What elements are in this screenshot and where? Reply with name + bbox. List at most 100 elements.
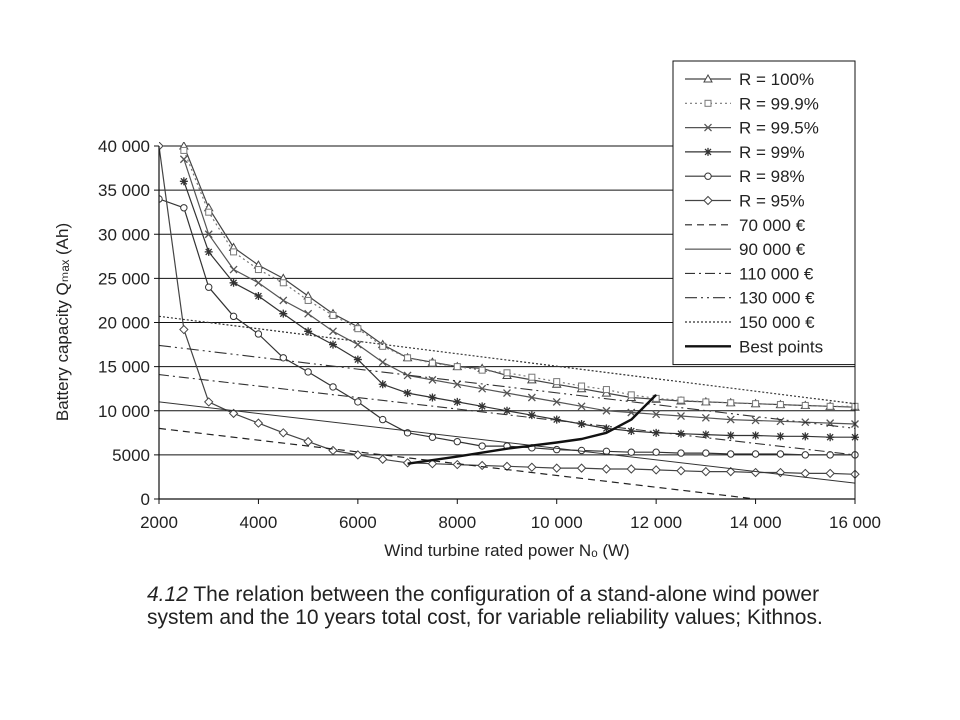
legend-label: 70 000 € (739, 216, 806, 235)
y-axis-title: Battery capacity Qₘₐₓ (Ah) (53, 223, 72, 421)
legend-item: R = 98% (685, 167, 805, 186)
y-tick-label: 5000 (112, 446, 150, 465)
data-point (254, 330, 263, 338)
x-tick-label: 2000 (140, 513, 178, 532)
x-tick-label: 14 000 (730, 513, 782, 532)
data-point (677, 396, 685, 404)
series-line (159, 374, 856, 456)
figure-caption: 4.12 The relation between the configurat… (147, 583, 867, 629)
series-line (159, 315, 856, 405)
data-point (726, 415, 735, 424)
data-point (652, 448, 660, 456)
data-point (279, 296, 288, 305)
data-point (427, 458, 438, 469)
y-tick-label: 35 000 (98, 181, 150, 200)
legend-label: R = 100% (739, 70, 814, 89)
x-tick-label: 10 000 (531, 513, 583, 532)
data-point (751, 416, 760, 425)
x-tick-label: 16 000 (829, 513, 881, 532)
data-point (229, 312, 238, 321)
data-point (378, 380, 387, 389)
gridlines (159, 145, 855, 456)
legend-label: R = 99.5% (739, 119, 819, 138)
data-point (303, 436, 313, 447)
data-point (403, 371, 412, 380)
x-tick-label: 6000 (339, 513, 377, 532)
legend-label: R = 99% (739, 143, 805, 162)
data-point (329, 327, 337, 336)
data-point (576, 463, 587, 473)
legend-label: R = 95% (739, 192, 805, 211)
series-line (183, 159, 856, 425)
legend-item: R = 100% (685, 70, 814, 89)
data-point (801, 451, 809, 459)
data-point (478, 442, 486, 450)
data-point (253, 418, 264, 428)
data-point (627, 448, 635, 456)
data-point (304, 368, 312, 376)
x-tick-label: 8000 (438, 513, 476, 532)
x-tick-label: 12 000 (630, 513, 682, 532)
data-point (453, 380, 462, 389)
data-point (527, 462, 537, 472)
series-9 (159, 374, 856, 456)
data-point (800, 468, 810, 479)
data-point (776, 401, 784, 409)
series-line (407, 394, 657, 465)
series-10 (159, 344, 856, 429)
data-point (428, 359, 436, 367)
x-tick-label: 4000 (240, 513, 278, 532)
data-point (204, 247, 213, 256)
series-11 (159, 315, 856, 405)
caption-text: The relation between the configuration o… (147, 583, 823, 629)
data-point (627, 427, 636, 436)
legend-item: 70 000 € (685, 216, 806, 235)
data-point (652, 428, 661, 437)
data-point (677, 429, 685, 438)
data-point (727, 399, 735, 407)
legend-label: R = 99.9% (739, 94, 819, 113)
data-point (826, 451, 834, 459)
data-point (825, 468, 835, 479)
legend-item: R = 99.5% (685, 119, 819, 138)
data-point (229, 278, 238, 287)
data-point (379, 342, 387, 350)
series-6 (159, 142, 860, 479)
data-point (552, 397, 561, 406)
series-3 (179, 155, 859, 428)
data-point (428, 375, 437, 384)
data-point (353, 340, 362, 349)
series-line (183, 150, 855, 407)
data-point (703, 195, 713, 206)
data-point (676, 466, 686, 476)
data-point (179, 324, 189, 335)
series-line (159, 344, 856, 429)
data-point (428, 393, 437, 402)
legend-item: Best points (685, 337, 823, 356)
data-point (378, 358, 387, 367)
legend-box (672, 60, 856, 366)
data-point (230, 248, 238, 256)
data-point (801, 432, 810, 441)
legend-item: R = 99% (685, 143, 805, 162)
data-point (704, 123, 712, 132)
data-point (478, 402, 487, 411)
tick-labels: 2000 4000 6000 8000 10 000 12 000 14 000 16 000… (98, 137, 881, 532)
data-point (204, 230, 213, 239)
legend: R = 100% R = 99.9% R = 99.5% R = 99% R = 98%… (672, 60, 856, 366)
data-point (752, 400, 760, 408)
data-point (552, 415, 561, 424)
y-tick-label: 10 000 (98, 402, 150, 421)
data-point (180, 146, 188, 154)
data-point (329, 340, 337, 349)
data-point (602, 424, 611, 433)
data-point (254, 278, 263, 287)
data-point (527, 393, 536, 402)
data-point (626, 464, 636, 474)
data-point (776, 450, 785, 458)
y-tick-label: 15 000 (98, 358, 150, 377)
data-point (602, 406, 611, 415)
data-point (826, 402, 834, 410)
data-point (304, 296, 312, 304)
data-point (651, 465, 661, 475)
